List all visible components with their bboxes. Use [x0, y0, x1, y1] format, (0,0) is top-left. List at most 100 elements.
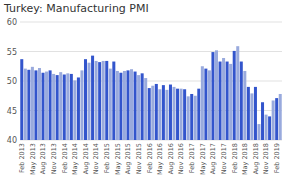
bar	[243, 71, 246, 140]
bar	[52, 74, 55, 140]
bar	[183, 89, 186, 140]
x-tick-label: May 2013	[29, 143, 37, 175]
bar	[247, 87, 250, 140]
grid	[20, 22, 282, 140]
bar	[95, 61, 98, 140]
bar	[130, 69, 133, 140]
bar	[59, 72, 62, 140]
bar	[151, 86, 154, 140]
bar	[20, 59, 23, 140]
bar	[98, 62, 101, 140]
bar	[165, 90, 168, 140]
x-tick-label: Feb 2013	[18, 143, 26, 173]
x-tick-label: Feb 2016	[146, 143, 154, 173]
x-tick-label: Feb 2017	[188, 143, 196, 173]
bar	[27, 70, 30, 140]
y-tick-label: 55	[7, 48, 17, 57]
x-tick-label: Nov 2018	[262, 143, 270, 174]
bar	[137, 75, 140, 140]
x-tick-label: May 2017	[199, 143, 207, 175]
x-tick-label: Nov 2014	[92, 143, 100, 174]
x-tick-label: Feb 2015	[103, 143, 111, 173]
bar	[250, 93, 253, 140]
x-tick-label: Feb 2019	[273, 143, 281, 173]
bar	[63, 75, 66, 140]
bar	[56, 75, 59, 140]
bar	[279, 94, 282, 140]
bar	[109, 69, 112, 140]
bar	[265, 115, 268, 140]
bar	[173, 87, 176, 140]
title: Turkey: Manufacturing PMI	[3, 2, 149, 15]
bar	[134, 72, 137, 140]
x-tick-label: May 2014	[71, 143, 79, 175]
bar	[66, 73, 69, 140]
bar	[169, 85, 172, 140]
bar	[144, 78, 147, 140]
bar	[80, 70, 83, 140]
bar	[226, 62, 229, 140]
y-tick-label: 45	[7, 107, 17, 116]
bar	[155, 84, 158, 140]
bar	[268, 116, 271, 140]
bar	[105, 61, 108, 140]
bar	[49, 70, 52, 140]
bar	[45, 72, 48, 140]
bar	[88, 63, 91, 140]
x-tick-label: May 2015	[114, 143, 122, 175]
bars	[20, 46, 281, 140]
bar	[91, 56, 94, 140]
bar	[211, 52, 214, 140]
x-tick-label: Feb 2018	[231, 143, 239, 173]
bar	[119, 73, 122, 140]
x-tick-label: Nov 2013	[50, 143, 58, 174]
bar	[215, 50, 218, 140]
bar	[70, 74, 73, 140]
bar	[158, 89, 161, 140]
chart: Turkey: Manufacturing PMI4045505560Feb 2…	[0, 0, 286, 176]
x-tick-label: Feb 2014	[61, 143, 69, 173]
bar	[38, 68, 41, 140]
bar	[219, 62, 222, 140]
bar	[240, 62, 243, 140]
bar	[233, 51, 236, 140]
x-tick-label: May 2016	[156, 143, 164, 175]
bar	[236, 46, 239, 140]
bar	[31, 67, 34, 140]
x-tick-label: Aug 2018	[252, 143, 260, 174]
bar	[201, 66, 204, 140]
bar	[222, 58, 225, 140]
bar	[148, 88, 151, 140]
bar	[190, 94, 193, 140]
bar	[229, 64, 232, 140]
x-tick-label: Aug 2017	[209, 143, 217, 174]
x-tick-label: May 2018	[241, 143, 249, 175]
bar	[176, 89, 179, 140]
bar	[42, 73, 45, 140]
grid-line	[20, 22, 282, 23]
bar	[254, 87, 257, 140]
x-tick-label: Nov 2017	[220, 143, 228, 174]
x-tick-label: Aug 2015	[124, 143, 132, 174]
bar	[123, 71, 126, 140]
bar	[116, 71, 119, 140]
bar	[141, 73, 144, 140]
x-tick-label: Nov 2015	[135, 143, 143, 174]
x-tick-label: Aug 2013	[39, 143, 47, 174]
x-tick-label: Aug 2016	[167, 143, 175, 174]
bar	[73, 80, 76, 140]
bar	[257, 124, 260, 140]
bar	[77, 77, 80, 140]
bar	[208, 70, 211, 140]
x-tick-label: Nov 2016	[177, 143, 185, 174]
bar	[194, 96, 197, 140]
bar	[34, 70, 37, 140]
bar	[102, 61, 105, 140]
y-tick-label: 60	[7, 18, 17, 27]
bar	[126, 70, 129, 140]
bar	[261, 102, 264, 140]
y-tick-label: 50	[7, 77, 17, 86]
bar	[84, 59, 87, 140]
bar	[180, 89, 183, 140]
bar	[204, 69, 207, 140]
